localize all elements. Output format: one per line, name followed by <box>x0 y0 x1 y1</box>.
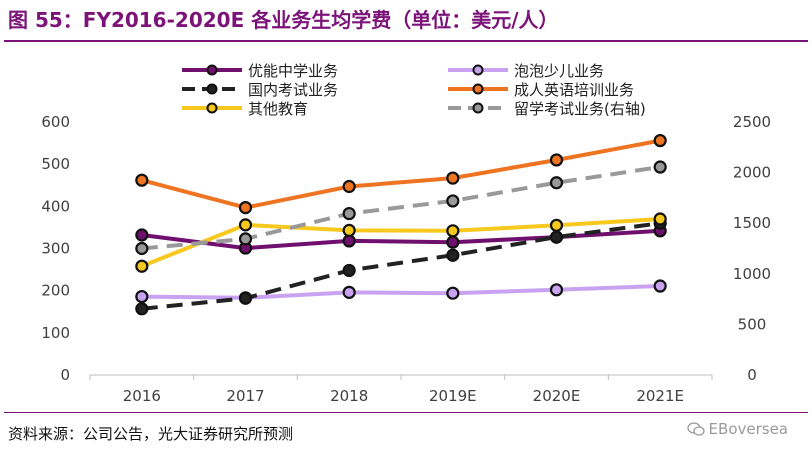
x-tick-label: 2020E <box>533 387 581 405</box>
data-point-2 <box>446 248 460 262</box>
source-note: 资料来源：公司公告，光大证券研究所预测 <box>8 425 294 443</box>
y-left-tick-label: 400 <box>41 197 70 215</box>
x-tick-label: 2021E <box>636 387 684 405</box>
data-point-5 <box>342 206 356 221</box>
legend-item: 其他教育 <box>182 100 308 118</box>
data-point-0 <box>135 228 149 242</box>
series-layer <box>135 133 667 316</box>
data-point-2 <box>135 302 149 316</box>
y-right-tick-label: 500 <box>738 315 767 333</box>
x-tick-label: 2017 <box>226 387 264 405</box>
x-tick-label: 2019E <box>429 387 477 405</box>
legend-label: 留学考试业务(右轴) <box>514 100 646 118</box>
data-point-4 <box>446 224 460 238</box>
y-right-tick-label: 2500 <box>733 113 771 131</box>
data-point-4 <box>135 259 149 273</box>
y-right-tick-label: 1500 <box>733 214 771 232</box>
watermark: EBoversea <box>686 420 788 438</box>
legend-item: 留学考试业务(右轴) <box>448 100 646 118</box>
legend-marker <box>206 64 218 76</box>
data-point-3 <box>342 179 356 194</box>
y-left-tick-label: 0 <box>60 366 70 384</box>
y-right-tick-label: 1000 <box>733 265 771 283</box>
data-point-2 <box>549 230 564 244</box>
legend-label: 优能中学业务 <box>248 62 338 80</box>
x-tick-label: 2016 <box>123 387 161 405</box>
legend-label: 泡泡少儿业务 <box>514 62 604 80</box>
data-point-1 <box>446 286 460 300</box>
legend-item: 泡泡少儿业务 <box>448 62 604 80</box>
data-point-3 <box>446 171 460 185</box>
data-point-0 <box>342 234 356 248</box>
data-point-3 <box>653 133 667 148</box>
y-left-tick-label: 500 <box>41 155 70 173</box>
y-right-tick-label: 0 <box>747 366 757 384</box>
legend-item: 优能中学业务 <box>182 62 338 80</box>
data-point-3 <box>238 200 253 215</box>
series-line-5 <box>141 165 661 251</box>
chart-title: 图 55：FY2016-2020E 各业务生均学费（单位：美元/人） <box>8 8 559 32</box>
data-point-2 <box>342 263 356 278</box>
legend-label: 成人英语培训业务 <box>514 81 634 99</box>
data-point-3 <box>135 173 149 187</box>
x-tick-label: 2018 <box>330 387 368 405</box>
data-point-5 <box>653 160 667 174</box>
legend-marker <box>472 64 484 76</box>
series-line-1 <box>141 284 661 300</box>
legend-marker <box>206 102 218 114</box>
legend-label: 其他教育 <box>248 100 308 118</box>
legend-label: 国内考试业务 <box>248 81 338 99</box>
series-line-4 <box>141 217 661 269</box>
data-point-2 <box>238 291 253 305</box>
data-point-4 <box>653 212 667 226</box>
chart-axes: 2016 2017 2018 2019E 2020E 2021E 0 100 200 300 400… <box>41 113 771 405</box>
data-point-4 <box>238 218 253 232</box>
footer-divider <box>4 412 808 413</box>
data-point-3 <box>549 153 564 167</box>
series-line-3 <box>141 138 661 210</box>
data-point-1 <box>653 279 667 293</box>
title-divider <box>4 40 808 42</box>
data-point-4 <box>549 218 564 232</box>
legend-item: 国内考试业务 <box>182 81 338 99</box>
watermark-text: EBoversea <box>708 420 788 438</box>
series-line-2 <box>141 221 661 311</box>
y-left-tick-label: 100 <box>41 324 70 342</box>
legend-item: 成人英语培训业务 <box>448 81 634 99</box>
y-right-tick-label: 2000 <box>733 164 771 182</box>
data-point-5 <box>238 232 253 246</box>
data-point-5 <box>549 176 564 190</box>
data-point-5 <box>446 194 460 208</box>
legend-marker <box>472 102 484 114</box>
wechat-icon <box>686 422 705 436</box>
data-point-1 <box>549 283 564 297</box>
data-point-0 <box>446 235 460 249</box>
y-left-tick-label: 200 <box>41 282 70 300</box>
data-point-1 <box>342 285 356 299</box>
y-left-tick-label: 600 <box>41 113 70 131</box>
y-left-tick-label: 300 <box>41 240 70 258</box>
data-point-5 <box>135 241 149 256</box>
data-point-1 <box>135 289 149 304</box>
legend-marker <box>206 83 218 95</box>
legend-marker <box>472 83 484 95</box>
data-point-4 <box>342 223 356 237</box>
